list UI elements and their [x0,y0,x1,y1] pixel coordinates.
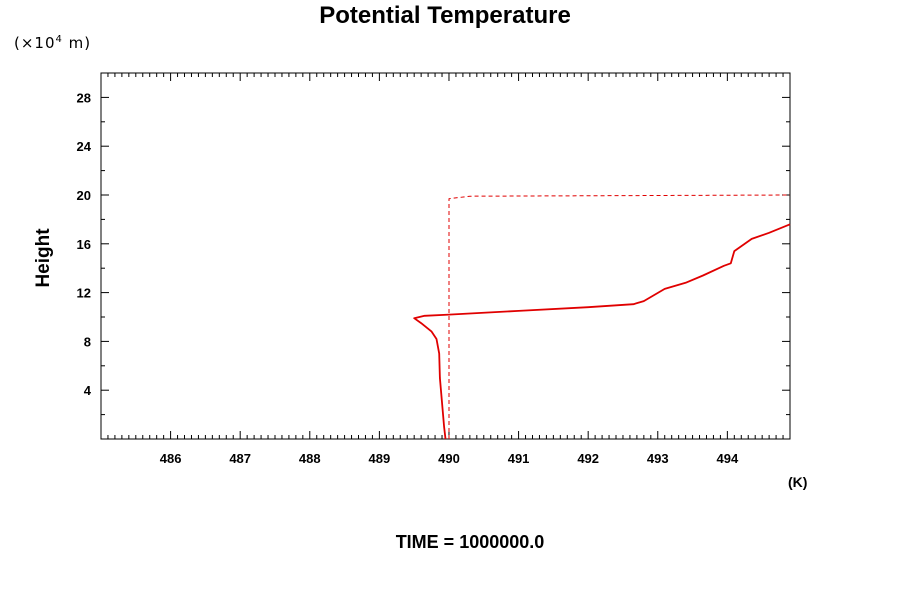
x-tick-label: 494 [717,451,739,466]
y-tick-label: 20 [77,188,91,203]
y-tick-label: 28 [77,90,91,105]
x-tick-label: 489 [369,451,391,466]
y-tick-label: 24 [77,139,92,154]
x-tick-label: 493 [647,451,669,466]
x-axis-units: (K) [788,474,808,490]
series-line-solid [413,223,791,440]
y-tick-label: 4 [84,383,92,398]
x-tick-label: 492 [577,451,599,466]
y-tick-label: 8 [84,334,91,349]
y-tick-label: 12 [77,286,91,301]
y-tick-label: 16 [77,237,91,252]
x-tick-label: 488 [299,451,321,466]
x-tick-label: 486 [160,451,182,466]
x-tick-label: 490 [438,451,460,466]
plot-frame [100,72,791,440]
x-tick-label: 487 [229,451,251,466]
x-tick-label: 491 [508,451,530,466]
time-label: TIME = 1000000.0 [395,532,545,552]
chart-title: Potential Temperature [319,2,571,29]
y-axis-units: (×104 m) [14,34,92,52]
series-line-dashed [448,194,791,439]
